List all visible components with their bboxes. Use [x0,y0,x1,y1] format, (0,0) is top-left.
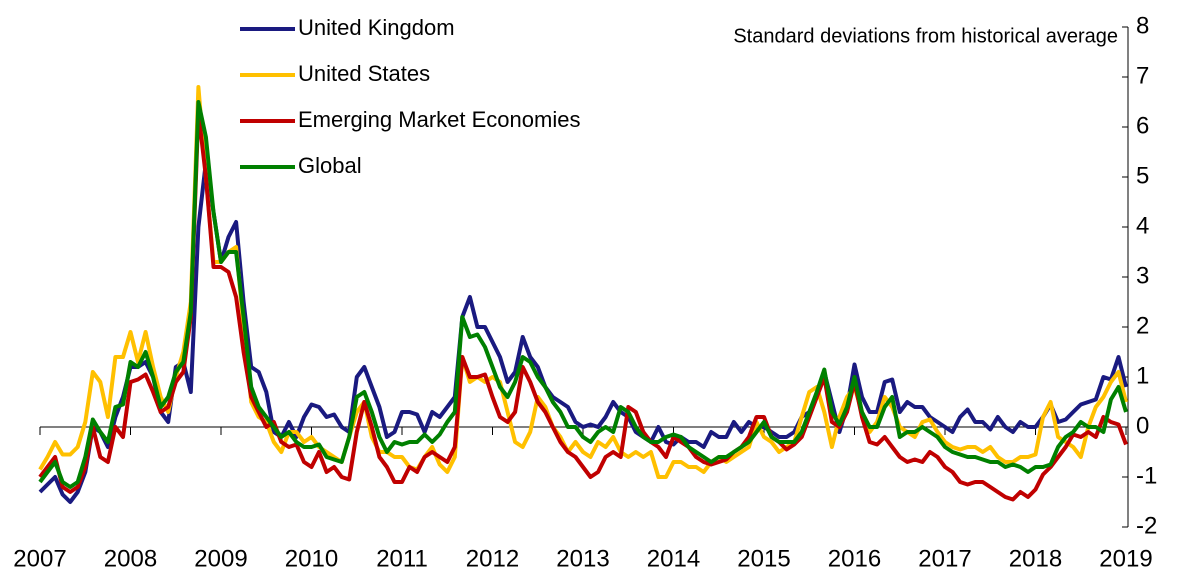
x-tick-label: 2019 [1099,545,1152,572]
series-line [38,110,1128,502]
x-tick-label: 2011 [376,545,428,572]
y-tick-label: 4 [1136,212,1149,239]
legend-label: United States [298,61,430,86]
x-tick-label: 2008 [104,545,157,572]
y-tick-label: 1 [1136,362,1149,389]
x-tick-label: 2010 [285,545,338,572]
y-tick-label: 2 [1136,312,1149,339]
x-tick-label: 2007 [13,545,66,572]
y-tick-label: 7 [1136,62,1149,89]
y-tick-label: -2 [1136,512,1157,539]
y-tick-label: 0 [1136,412,1149,439]
x-tick-label: 2009 [194,545,247,572]
y-tick-label: 6 [1136,112,1149,139]
legend-label: Global [298,153,362,178]
x-tick-label: 2012 [466,545,519,572]
legend-label: United Kingdom [298,15,455,40]
series-line [38,100,1128,489]
y-tick-label: 8 [1136,12,1149,39]
x-tick-label: 2014 [647,545,700,572]
y-tick-label: -1 [1136,462,1157,489]
y-tick-label: 3 [1136,262,1149,289]
x-tick-label: 2016 [828,545,881,572]
x-tick-label: 2013 [556,545,609,572]
x-tick-label: 2015 [737,545,790,572]
x-tick-label: 2018 [1009,545,1062,572]
legend-label: Emerging Market Economies [298,107,580,132]
y-tick-label: 5 [1136,162,1149,189]
axis-note: Standard deviations from historical aver… [733,25,1118,47]
x-tick-label: 2017 [918,545,971,572]
